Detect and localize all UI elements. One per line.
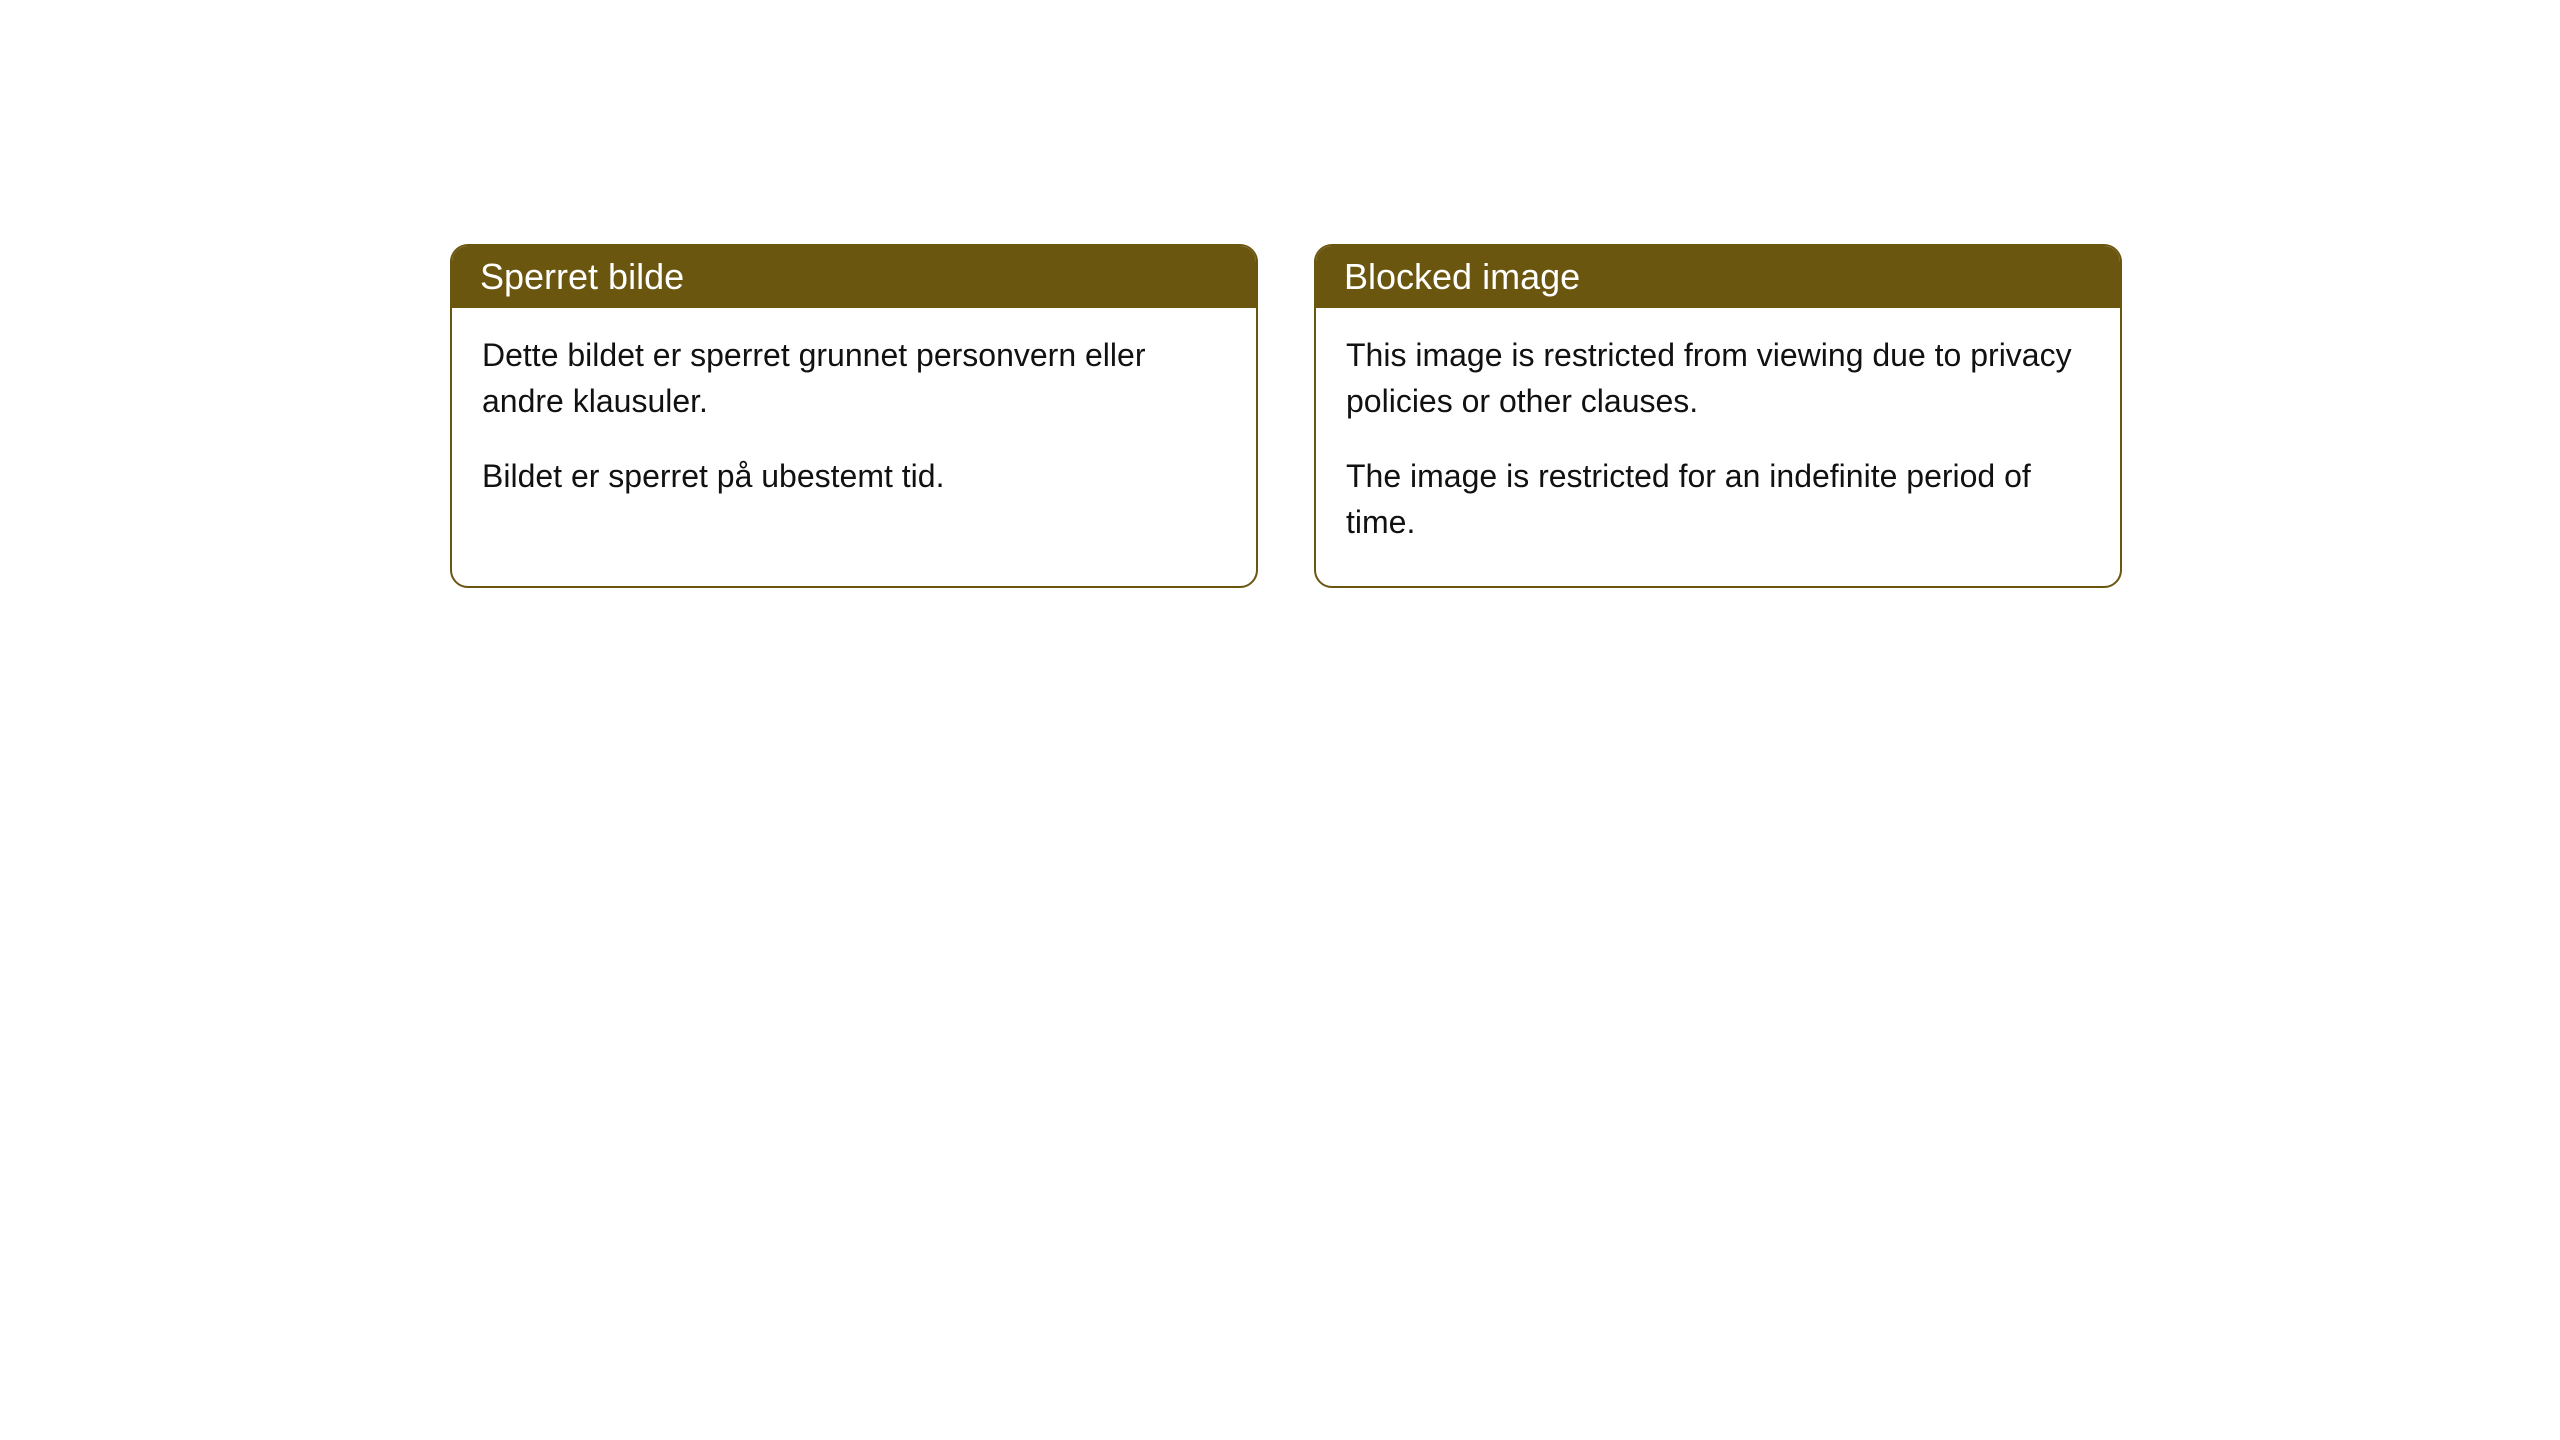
card-paragraph: This image is restricted from viewing du… [1346,332,2090,425]
card-title: Blocked image [1344,256,1580,297]
card-paragraph: The image is restricted for an indefinit… [1346,453,2090,546]
notice-card-norwegian: Sperret bilde Dette bildet er sperret gr… [450,244,1258,588]
card-header: Blocked image [1316,246,2120,308]
notice-cards-container: Sperret bilde Dette bildet er sperret gr… [450,244,2122,588]
card-paragraph: Bildet er sperret på ubestemt tid. [482,453,1226,499]
notice-card-english: Blocked image This image is restricted f… [1314,244,2122,588]
card-paragraph: Dette bildet er sperret grunnet personve… [482,332,1226,425]
card-body: This image is restricted from viewing du… [1316,308,2120,586]
card-title: Sperret bilde [480,256,684,297]
card-body: Dette bildet er sperret grunnet personve… [452,308,1256,539]
card-header: Sperret bilde [452,246,1256,308]
